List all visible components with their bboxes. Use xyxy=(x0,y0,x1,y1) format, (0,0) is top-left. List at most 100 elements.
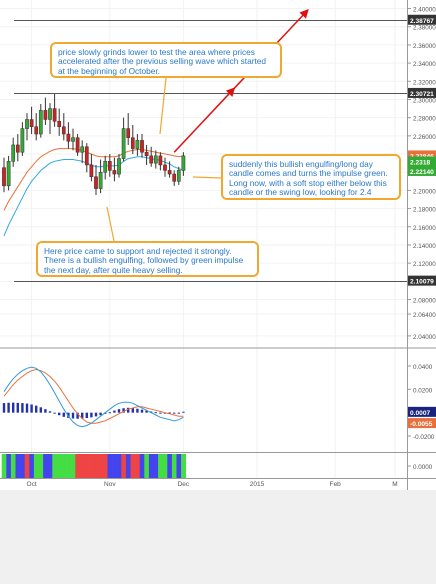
x-tick-label: Feb xyxy=(330,481,342,488)
candle-body xyxy=(71,137,75,142)
price-tag-label: 2.38767 xyxy=(410,18,434,25)
impulse-bar xyxy=(1,454,7,478)
candle-body xyxy=(172,173,177,182)
impulse-bar xyxy=(66,454,71,478)
candle-body xyxy=(135,140,140,149)
y-tick-label: 2.38000 xyxy=(413,25,436,32)
macd-histogram-bar xyxy=(122,408,125,413)
price-tag-label: 2.22140 xyxy=(410,169,434,176)
impulse-bar xyxy=(52,454,58,478)
macd-histogram-bar xyxy=(12,402,15,413)
y-tick-label: 0.0200 xyxy=(413,387,433,394)
candle-body xyxy=(61,126,66,135)
y-tick-label: 2.36000 xyxy=(413,43,436,50)
macd-histogram-bar xyxy=(58,412,61,416)
y-tick-label: 2.40000 xyxy=(413,7,436,14)
candle-body xyxy=(52,108,57,122)
annotation-bottom: Here price came to support and rejected … xyxy=(36,241,259,277)
y-tick-label: 2.26000 xyxy=(413,134,436,141)
indicator-tag xyxy=(408,418,436,429)
price-tag xyxy=(408,156,436,167)
candle-body xyxy=(34,126,39,135)
impulse-bar xyxy=(112,454,117,478)
y-tick-label: -0.0200 xyxy=(413,434,435,441)
macd-histogram-bar xyxy=(85,412,88,419)
candle-body xyxy=(89,164,94,178)
y-tick-label: 2.14000 xyxy=(413,243,436,250)
impulse-bar xyxy=(125,454,131,478)
x-tick-label: Dec xyxy=(178,481,190,488)
annotation-top-pointer xyxy=(159,77,167,135)
impulse-bar xyxy=(181,454,186,478)
indicator-tag-label: 0.0007 xyxy=(410,410,431,417)
y-tick-label: 2.18000 xyxy=(413,207,436,214)
macd-histogram-bar xyxy=(30,404,33,413)
candle-body xyxy=(80,146,85,153)
impulse-bar xyxy=(162,454,168,478)
candle-body xyxy=(2,167,6,187)
macd-histogram-bar xyxy=(173,412,176,414)
candle-body xyxy=(144,151,149,157)
impulse-bar xyxy=(176,454,182,478)
impulse-bar xyxy=(144,454,150,478)
ema-slow-line xyxy=(3,148,184,211)
impulse-bar xyxy=(130,454,136,478)
ema-fast-line xyxy=(3,156,184,237)
macd-histogram-bar xyxy=(62,412,65,417)
macd-histogram-bar xyxy=(48,411,52,413)
impulse-bar xyxy=(6,454,12,478)
impulse-bar xyxy=(139,454,145,478)
x-tick-label: M xyxy=(392,481,397,488)
candle-body xyxy=(84,146,89,166)
macd-histogram-bar xyxy=(90,412,93,418)
candle-body xyxy=(153,155,158,164)
candle-body xyxy=(158,155,163,166)
candle-body xyxy=(126,128,131,138)
macd-histogram-bar xyxy=(182,411,185,413)
price-tag-label: 2.2318 xyxy=(410,159,431,166)
macd-histogram-bar xyxy=(127,407,130,413)
y-tick-label: 0.0000 xyxy=(413,464,433,471)
candle-body xyxy=(98,171,103,189)
impulse-bar xyxy=(98,454,104,478)
macd-histogram-bar xyxy=(76,412,79,419)
annotation-top: price slowly grinds lower to test the ar… xyxy=(50,42,282,78)
y-tick-label: 2.08000 xyxy=(413,298,436,305)
macd-histogram-bar xyxy=(25,403,29,413)
candle-body xyxy=(38,110,43,135)
impulse-bar xyxy=(29,454,35,478)
candle-body xyxy=(121,128,126,159)
macd-histogram-bar xyxy=(159,412,162,414)
macd-histogram-bar xyxy=(71,412,75,419)
y-tick-label: 2.34000 xyxy=(413,61,436,68)
candle-body xyxy=(29,119,34,128)
candle-body xyxy=(167,170,172,175)
candle-body xyxy=(163,164,167,171)
impulse-bar xyxy=(33,454,39,478)
impulse-bar xyxy=(15,454,21,478)
price-tag xyxy=(408,87,436,98)
macd-histogram-bar xyxy=(154,412,157,414)
macd-histogram-bar xyxy=(140,409,144,413)
candle-body xyxy=(66,133,71,142)
macd-histogram-bar xyxy=(53,412,56,414)
candle-body xyxy=(11,144,16,162)
impulse-bar xyxy=(24,454,30,478)
y-tick-label: 2.30000 xyxy=(413,97,436,104)
impulse-bar xyxy=(61,454,67,478)
y-tick-label: 2.06400 xyxy=(413,312,436,319)
macd-histogram-bar xyxy=(150,411,153,413)
impulse-bar xyxy=(47,454,53,478)
macd-histogram-bar xyxy=(177,412,180,414)
impulse-bar xyxy=(84,454,90,478)
macd-histogram-bar xyxy=(113,410,116,413)
impulse-bar xyxy=(107,454,113,478)
candle-body xyxy=(48,108,52,120)
macd-histogram-bar xyxy=(39,407,42,413)
indicator-tag-label: -0.0055 xyxy=(410,421,433,428)
annotation-right: suddenly this bullish engulfing/long day… xyxy=(221,154,401,200)
candle-body xyxy=(130,137,135,149)
impulse-bar xyxy=(121,454,127,478)
macd-histogram-bar xyxy=(35,405,38,413)
